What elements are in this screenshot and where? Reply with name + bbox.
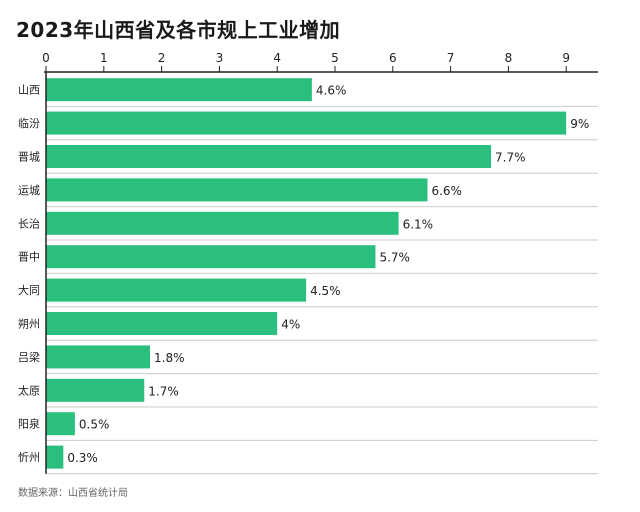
x-tick-label: 0 bbox=[42, 51, 50, 65]
data-label: 7.7% bbox=[495, 151, 526, 165]
bar bbox=[46, 78, 312, 102]
x-tick-label: 5 bbox=[331, 51, 339, 65]
category-label: 太原 bbox=[18, 384, 40, 397]
category-label: 阳泉 bbox=[18, 417, 40, 431]
data-label: 1.8% bbox=[154, 351, 185, 365]
category-label: 忻州 bbox=[18, 451, 40, 464]
bar bbox=[46, 178, 428, 202]
category-label: 长治 bbox=[18, 216, 40, 230]
data-label: 6.1% bbox=[403, 217, 434, 231]
bar-chart: 0 1 2 3 4 5 6 7 8 9 山西 4.6% 临汾 9% 晋城 7.7% 运城 6.6% 长治 6.1% 晋中… bbox=[18, 51, 598, 475]
x-tick-label: 2 bbox=[158, 51, 166, 65]
source-note: 数据来源：山西省统计局 bbox=[18, 488, 128, 499]
data-label: 4.5% bbox=[310, 284, 341, 298]
bar bbox=[46, 245, 376, 269]
data-label: 0.3% bbox=[67, 451, 98, 465]
data-label: 4% bbox=[281, 318, 300, 332]
x-tick-label: 4 bbox=[273, 51, 281, 65]
data-label: 6.6% bbox=[431, 184, 462, 198]
bar bbox=[46, 211, 399, 235]
category-label: 吕梁 bbox=[18, 350, 40, 364]
data-label: 9% bbox=[570, 117, 589, 131]
data-label: 1.7% bbox=[148, 384, 179, 398]
category-label: 山西 bbox=[18, 84, 40, 97]
category-label: 运城 bbox=[18, 184, 40, 197]
category-label: 晋中 bbox=[18, 251, 40, 264]
category-label: 大同 bbox=[18, 283, 40, 297]
bar bbox=[46, 111, 567, 135]
category-label: 临汾 bbox=[18, 116, 40, 130]
x-tick-label: 9 bbox=[562, 51, 570, 65]
bar bbox=[46, 145, 492, 168]
x-tick-label: 6 bbox=[389, 51, 397, 65]
bar bbox=[46, 312, 278, 335]
bar bbox=[46, 378, 145, 402]
bar bbox=[46, 412, 75, 436]
x-tick-label: 1 bbox=[100, 51, 108, 65]
category-label: 晋城 bbox=[18, 151, 40, 164]
category-label: 朔州 bbox=[18, 318, 40, 331]
x-tick-label: 8 bbox=[505, 51, 513, 65]
bar bbox=[46, 345, 151, 369]
data-label: 5.7% bbox=[379, 251, 410, 265]
data-label: 4.6% bbox=[316, 84, 347, 98]
bar bbox=[46, 278, 307, 302]
data-label: 0.5% bbox=[79, 418, 110, 432]
bar bbox=[46, 445, 64, 469]
x-tick-label: 3 bbox=[216, 51, 224, 65]
x-tick-label: 7 bbox=[447, 51, 455, 65]
chart-title: 2023年山西省及各市规上工业增加 bbox=[16, 18, 341, 42]
